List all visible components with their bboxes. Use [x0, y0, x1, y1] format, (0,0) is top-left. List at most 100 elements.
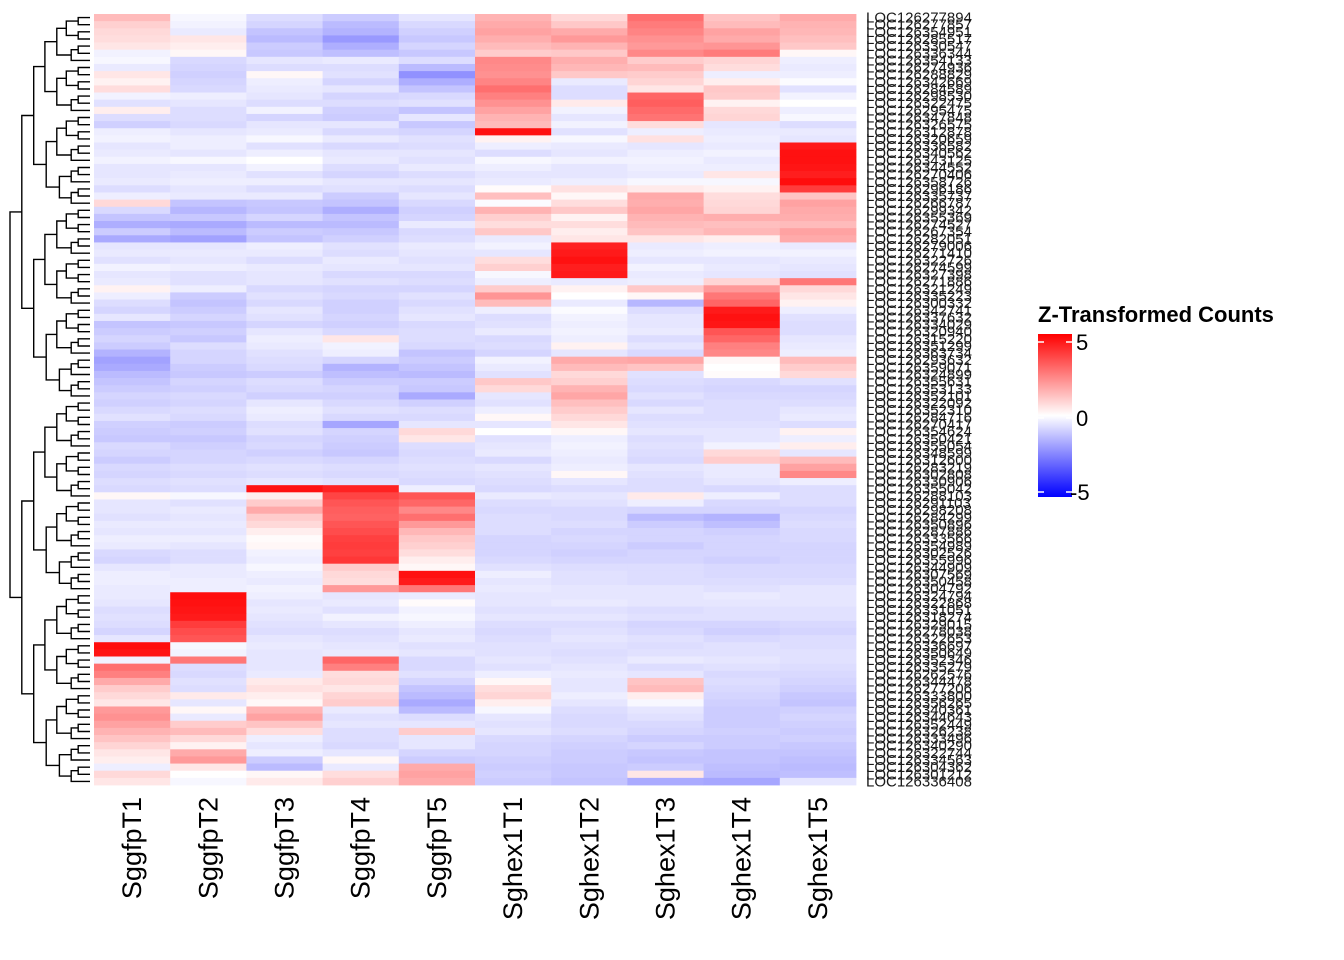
heatmap-cell	[627, 699, 704, 707]
heatmap-cell	[322, 399, 400, 408]
heatmap-cell	[246, 399, 323, 408]
heatmap-cell	[170, 342, 247, 350]
row-label: LOC126322726	[866, 252, 972, 269]
heatmap-cell	[246, 178, 323, 186]
column-label: SggfpT2	[193, 797, 223, 899]
heatmap-cell	[627, 627, 704, 636]
heatmap-cell	[779, 28, 857, 36]
heatmap-cell	[246, 492, 323, 500]
heatmap-cell	[627, 263, 704, 272]
dendrogram-branch	[70, 170, 90, 183]
row-label: LOC126353133	[866, 381, 972, 398]
heatmap-cell	[170, 42, 247, 51]
heatmap-cell	[475, 356, 552, 365]
heatmap-cell	[170, 620, 247, 629]
heatmap-cell	[627, 42, 704, 51]
row-label: LOC126363734	[866, 345, 972, 362]
heatmap-cell	[94, 213, 171, 222]
heatmap-cell	[551, 221, 628, 229]
heatmap-cell	[246, 592, 323, 600]
heatmap-cell	[322, 199, 400, 208]
heatmap-cell	[322, 763, 400, 772]
heatmap-cell	[627, 335, 704, 343]
heatmap-cell	[551, 356, 628, 365]
heatmap-cell	[475, 663, 552, 672]
row-label: LOC126267354	[866, 224, 972, 241]
heatmap-cell	[322, 549, 400, 557]
heatmap-cell	[322, 485, 400, 493]
heatmap-cell	[398, 735, 476, 743]
heatmap-cell	[779, 228, 857, 236]
heatmap-cell	[551, 506, 628, 515]
heatmap-cell	[170, 21, 247, 29]
heatmap-cell	[246, 78, 323, 86]
column-label: Sghex1T5	[803, 797, 833, 920]
heatmap-cell	[398, 606, 476, 615]
dendrogram-branch	[77, 309, 90, 319]
row-label: LOC126277206	[866, 681, 972, 698]
heatmap-cell	[779, 485, 857, 493]
heatmap-cell	[94, 577, 171, 586]
heatmap-cell	[246, 292, 323, 300]
heatmap-cell	[779, 692, 857, 700]
heatmap-cell	[170, 178, 247, 186]
heatmap-cell	[475, 299, 552, 308]
heatmap-cell	[627, 463, 704, 472]
heatmap-cell	[551, 42, 628, 51]
heatmap-cell	[170, 271, 247, 279]
heatmap-cell	[627, 570, 704, 579]
dendrogram-branch	[77, 516, 90, 526]
heatmap-cell	[551, 149, 628, 158]
heatmap-cell	[551, 742, 628, 750]
heatmap-cell	[703, 378, 781, 386]
heatmap-cell	[703, 242, 781, 250]
heatmap-cell	[551, 499, 628, 507]
heatmap-cell	[398, 206, 476, 215]
heatmap-cell	[551, 21, 628, 29]
row-label: LOC126270417	[866, 416, 972, 433]
heatmap-cell	[627, 706, 704, 715]
dendrogram-branch	[65, 405, 79, 422]
heatmap-cell	[627, 85, 704, 93]
heatmap-cell	[779, 292, 857, 300]
heatmap-cell	[627, 656, 704, 665]
heatmap-cell	[398, 535, 476, 543]
row-label: LOC126335279	[866, 659, 972, 676]
heatmap-cell	[170, 292, 247, 300]
heatmap-cell	[551, 449, 628, 458]
heatmap-cell	[551, 342, 628, 350]
heatmap-cell	[246, 235, 323, 243]
heatmap-cell	[475, 563, 552, 572]
heatmap-cell	[246, 620, 323, 629]
row-label: LOC126354951	[866, 24, 972, 41]
heatmap-cell	[627, 713, 704, 722]
heatmap-cell	[322, 306, 400, 315]
heatmap-cell	[94, 292, 171, 300]
heatmap-cell	[322, 620, 400, 629]
heatmap-cell	[779, 535, 857, 543]
heatmap-cell	[475, 613, 552, 622]
heatmap-cell	[398, 199, 476, 208]
heatmap-cell	[170, 685, 247, 693]
heatmap-cell	[170, 235, 247, 243]
heatmap-cell	[94, 463, 171, 472]
heatmap-cell	[398, 642, 476, 650]
heatmap-cell	[627, 271, 704, 279]
heatmap-cell	[779, 763, 857, 772]
color-legend: Z-Transformed Counts 5 0 -5	[1038, 302, 1274, 505]
heatmap-cell	[398, 635, 476, 643]
heatmap-cell	[475, 392, 552, 400]
heatmap-cell	[703, 335, 781, 343]
heatmap-cell	[246, 456, 323, 465]
heatmap-cell	[551, 199, 628, 208]
heatmap-cell	[398, 56, 476, 65]
heatmap-cell	[322, 506, 400, 515]
heatmap-cell	[322, 406, 400, 415]
heatmap-cell	[322, 185, 400, 193]
row-label: LOC126307569	[866, 566, 972, 583]
heatmap-cell	[170, 706, 247, 715]
heatmap-cell	[703, 727, 781, 736]
heatmap-cell	[475, 627, 552, 636]
heatmap-cell	[551, 313, 628, 322]
heatmap-cell	[246, 271, 323, 279]
